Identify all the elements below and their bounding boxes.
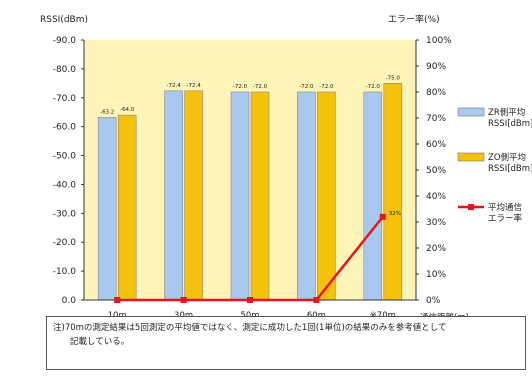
footnote-line-1: 注)70mの測定結果は5回測定の平均値ではなく、測定に成功した1回(1単位)の結… bbox=[53, 323, 447, 333]
bar-zo bbox=[250, 91, 270, 301]
y-left-tick-label: -20.0 bbox=[53, 238, 77, 248]
bar-zr bbox=[363, 91, 383, 301]
y-right-tick-label: 20% bbox=[426, 244, 446, 254]
bar-data-label: -72.0 bbox=[233, 84, 248, 90]
y-left-tick-label: -80.0 bbox=[53, 65, 77, 75]
bar-zr bbox=[97, 117, 117, 301]
y-left-tick-label: -50.0 bbox=[53, 152, 77, 162]
bar-data-label: -72.0 bbox=[299, 84, 314, 90]
bar-data-label: -75.0 bbox=[386, 75, 401, 81]
y-right-tick-label: 10% bbox=[426, 270, 446, 280]
legend-label-line2: エラー率 bbox=[488, 213, 523, 224]
footnote-line-2: 記載している。 bbox=[53, 337, 130, 347]
error-rate-point bbox=[114, 297, 121, 303]
y-left-tick-label: -40.0 bbox=[53, 180, 77, 190]
bar-zo bbox=[117, 114, 137, 301]
error-rate-point bbox=[180, 297, 187, 303]
bar-data-label: -72.0 bbox=[366, 84, 381, 90]
error-rate-point bbox=[313, 297, 320, 303]
legend-label-line2: RSSI[dBm] bbox=[488, 164, 532, 174]
y-right-tick-label: 90% bbox=[426, 62, 446, 72]
bar-zo bbox=[317, 91, 336, 301]
bar-data-label: -72.0 bbox=[253, 84, 268, 90]
legend-swatch-marker bbox=[468, 204, 474, 210]
y-left-tick-label: -70.0 bbox=[53, 94, 77, 104]
bar-data-label: -63.2 bbox=[100, 109, 114, 115]
y-right-tick-label: 100% bbox=[426, 36, 452, 46]
bar-data-label: -72.4 bbox=[186, 83, 201, 89]
y-right-tick-label: 50% bbox=[426, 166, 446, 176]
bar-data-label: -72.4 bbox=[166, 83, 181, 89]
y-right-tick-label: 30% bbox=[426, 218, 446, 228]
legend-label-line2: RSSI[dBm] bbox=[488, 119, 532, 129]
bar-zr bbox=[297, 91, 316, 301]
legend-label-line1: ZR側平均 bbox=[488, 107, 525, 118]
y-left-tick-label: 0.0 bbox=[62, 296, 77, 306]
legend-label-line1: ZO側平均 bbox=[488, 152, 526, 163]
y-right-tick-label: 70% bbox=[426, 114, 446, 124]
y-right-tick-label: 0% bbox=[426, 296, 441, 306]
y-left-tick-label: -60.0 bbox=[53, 123, 77, 133]
y-right-tick-label: 60% bbox=[426, 140, 446, 150]
error-rate-data-label: 32% bbox=[389, 211, 401, 217]
legend-label-line1: 平均通信 bbox=[488, 202, 523, 213]
y-left-tick-label: -10.0 bbox=[53, 267, 77, 277]
bar-zo bbox=[184, 90, 203, 301]
bar-zr bbox=[164, 90, 183, 301]
y-left-tick-label: -90.0 bbox=[53, 36, 77, 46]
y-right-tick-label: 40% bbox=[426, 192, 446, 202]
bar-data-label: -64.0 bbox=[120, 107, 135, 113]
legend-swatch bbox=[457, 152, 485, 162]
bar-zo bbox=[383, 83, 403, 301]
y-right-axis-title: エラー率(%) bbox=[388, 13, 440, 25]
legend-swatch bbox=[457, 107, 485, 117]
y-left-axis-title: RSSI(dBm) bbox=[40, 15, 88, 25]
error-rate-point bbox=[247, 297, 253, 303]
plot-area bbox=[84, 40, 416, 300]
bar-zr bbox=[230, 91, 250, 301]
bar-data-label: -72.0 bbox=[319, 84, 334, 90]
y-left-tick-label: -30.0 bbox=[53, 209, 77, 219]
error-rate-point bbox=[379, 213, 386, 220]
footnote-box: 注)70mの測定結果は5回測定の平均値ではなく、測定に成功した1回(1単位)の結… bbox=[46, 316, 526, 370]
y-right-tick-label: 80% bbox=[426, 88, 446, 98]
